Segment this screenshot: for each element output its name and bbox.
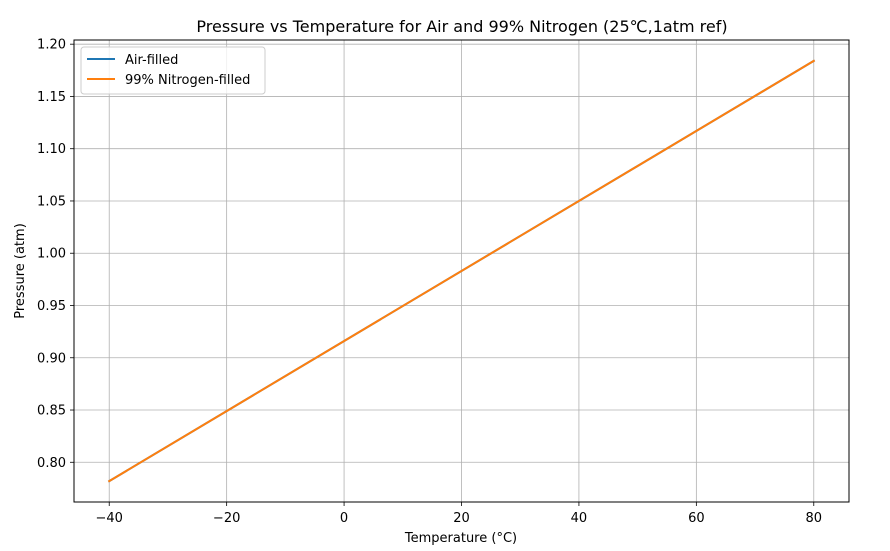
y-tick-label: 0.80	[37, 456, 66, 471]
y-axis-label: Pressure (atm)	[13, 223, 28, 319]
x-tick-label: 20	[453, 511, 470, 526]
x-tick-label: 80	[805, 511, 822, 526]
y-tick-label: 1.20	[37, 38, 66, 53]
chart-title: Pressure vs Temperature for Air and 99% …	[196, 17, 727, 36]
legend: Air-filled 99% Nitrogen-filled	[80, 46, 266, 95]
x-tick-label: 0	[340, 511, 348, 526]
x-tick-label: 60	[688, 511, 705, 526]
x-axis-label: Temperature (°C)	[404, 531, 517, 546]
y-tick-label: 0.90	[37, 351, 66, 366]
y-tick-label: 0.95	[37, 299, 66, 314]
x-tick-label: −20	[213, 511, 240, 526]
y-tick-label: 1.15	[37, 90, 66, 105]
y-tick-label: 1.05	[37, 194, 66, 209]
legend-label-nitrogen: 99% Nitrogen-filled	[125, 73, 250, 88]
y-tick-label: 1.00	[37, 247, 66, 262]
y-tick-label: 1.10	[37, 142, 66, 157]
grid	[74, 40, 849, 502]
y-tick-label: 0.85	[37, 404, 66, 419]
series-line-nitrogen	[107, 59, 816, 483]
axis-ticks: −40 −20 0 20 40 60 80 0.80 0.85 0.90 0.95 1.00 1.05 1…	[37, 38, 822, 526]
x-tick-label: −40	[96, 511, 123, 526]
x-tick-label: 40	[571, 511, 588, 526]
legend-label-air: Air-filled	[125, 53, 178, 68]
legend-box	[80, 46, 266, 95]
series-lines	[107, 59, 816, 483]
